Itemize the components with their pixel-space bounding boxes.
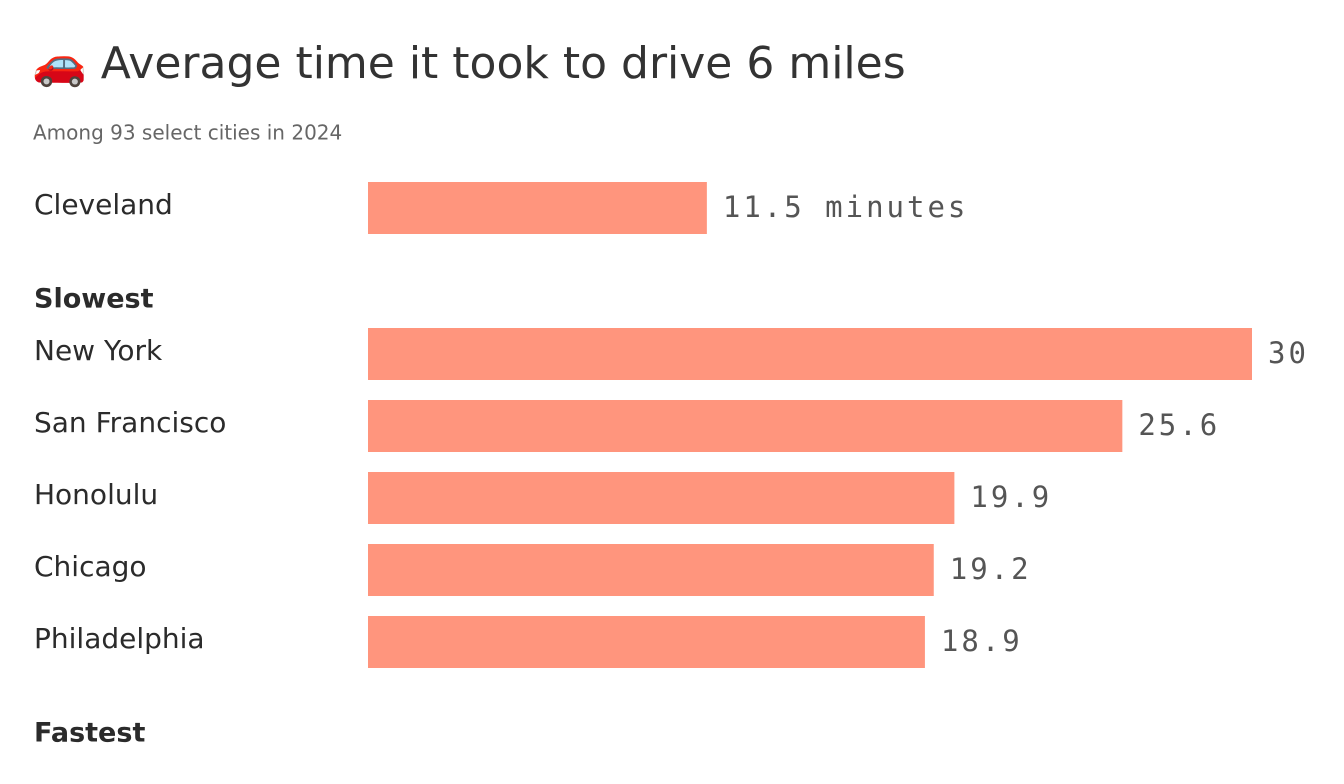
category-label: San Francisco (34, 406, 226, 439)
bar (368, 544, 934, 596)
group-label: Slowest (34, 284, 154, 315)
value-label: 30 (1268, 336, 1309, 370)
bar (368, 616, 925, 668)
bar (368, 400, 1123, 452)
value-label: 25.6 (1138, 408, 1220, 442)
category-label: Honolulu (34, 478, 158, 511)
value-label: 19.9 (970, 480, 1052, 514)
category-label: Cleveland (34, 188, 173, 221)
bar (368, 328, 1252, 380)
bar (368, 472, 955, 524)
group-label: Fastest (34, 718, 145, 749)
category-label: New York (34, 334, 163, 367)
value-label: 11.5 minutes (723, 190, 969, 224)
category-label: Philadelphia (34, 622, 205, 655)
value-label: 19.2 (950, 552, 1032, 586)
value-label: 18.9 (941, 624, 1023, 658)
bar (368, 182, 707, 234)
chart-title: 🚗 Average time it took to drive 6 miles (32, 38, 906, 89)
category-label: Chicago (34, 550, 147, 583)
chart-subtitle: Among 93 select cities in 2024 (33, 121, 342, 145)
